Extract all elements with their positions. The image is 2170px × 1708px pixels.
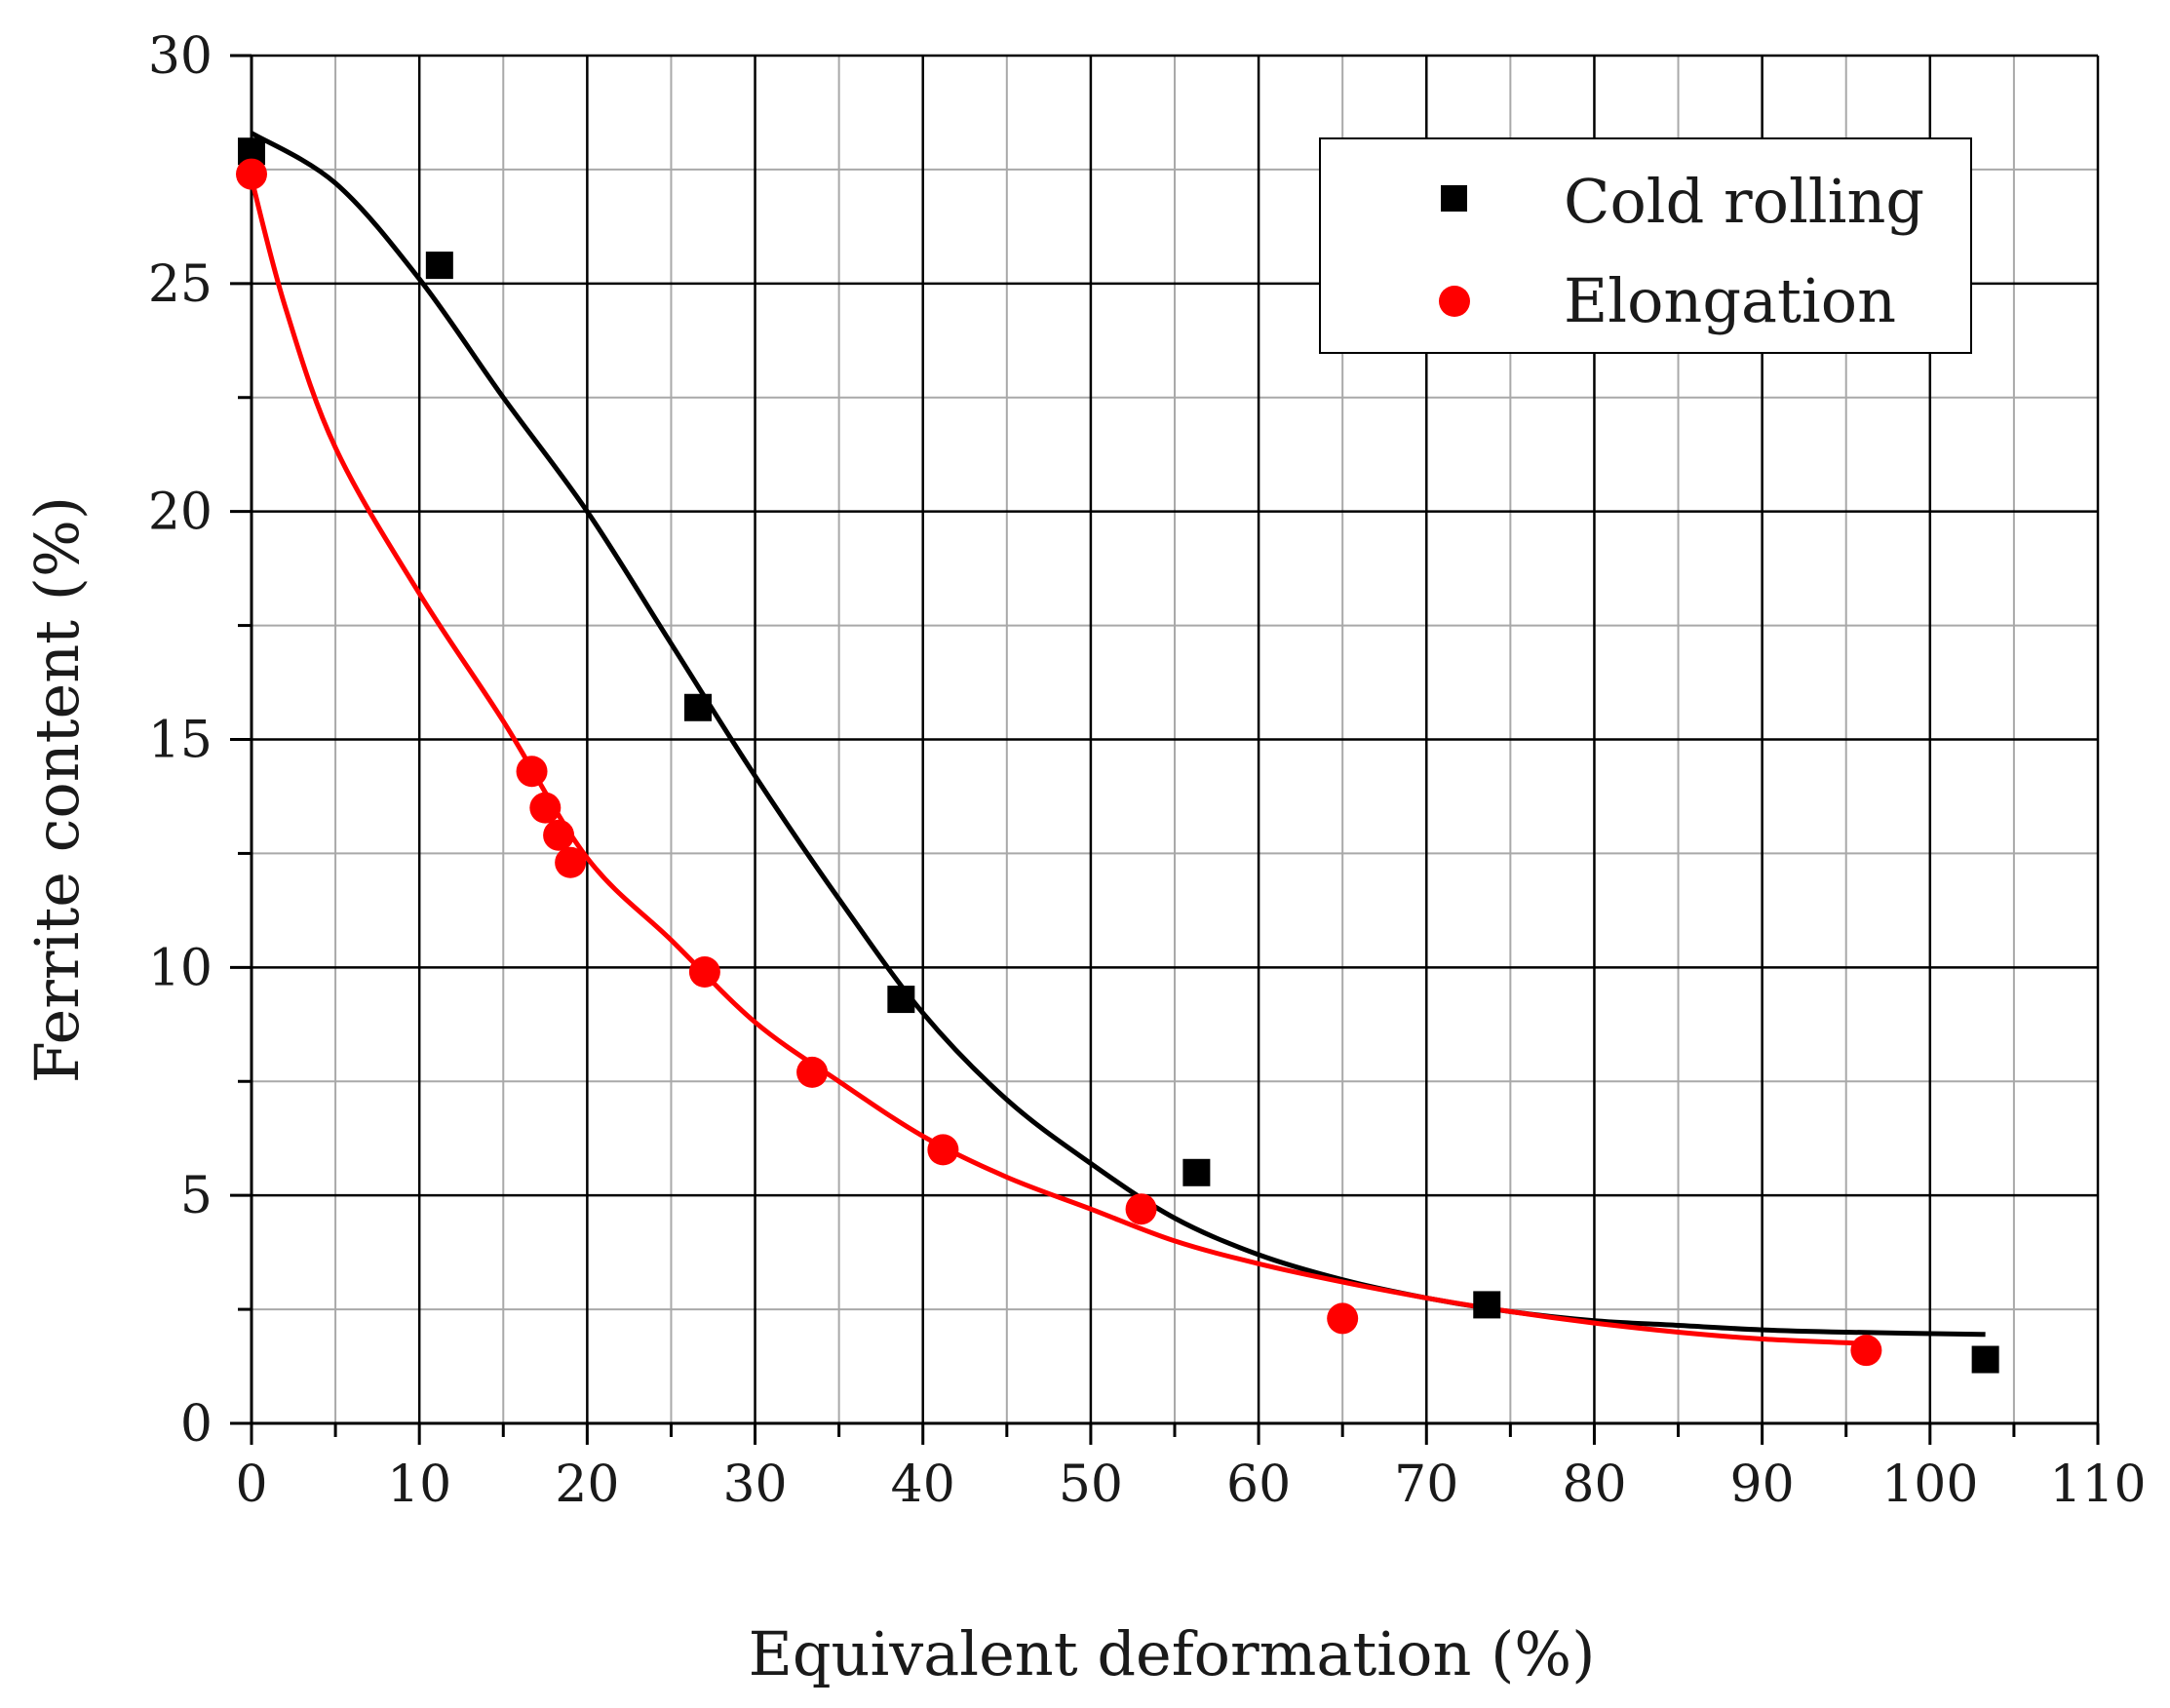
x-tick-label: 10: [387, 1456, 451, 1514]
elongation-point: [796, 1056, 829, 1088]
x-tick-label: 100: [1881, 1456, 1978, 1514]
legend-box: [1319, 137, 1972, 354]
x-tick-label: 20: [555, 1456, 619, 1514]
elongation-point: [529, 792, 562, 824]
x-tick-label: 70: [1394, 1456, 1458, 1514]
x-tick-label: 30: [722, 1456, 787, 1514]
x-tick-label: 110: [2049, 1456, 2146, 1514]
cold-rolling-point: [1182, 1158, 1211, 1186]
elongation-point: [555, 846, 587, 878]
cold-rolling-point: [684, 693, 713, 721]
cold-rolling-point: [887, 986, 915, 1014]
elongation-point: [236, 158, 267, 190]
cold-rolling-point: [1971, 1345, 1999, 1374]
y-tick-label: 5: [180, 1167, 213, 1225]
grid: [252, 54, 2100, 1423]
y-tick-label: 20: [148, 484, 213, 542]
cold-rolling-fit-curve: [250, 131, 1986, 1338]
x-tick-label: 80: [1562, 1456, 1626, 1514]
x-tick-label: 50: [1059, 1456, 1123, 1514]
y-tick-label: 10: [148, 939, 213, 997]
y-tick-label: 30: [148, 27, 213, 86]
legend-cold-rolling-label: Cold rolling: [1564, 166, 1924, 237]
data-points: [236, 137, 1999, 1374]
elongation-point: [927, 1134, 959, 1166]
elongation-point: [1850, 1335, 1882, 1367]
elongation-point: [1327, 1302, 1359, 1335]
y-tick-label: 15: [148, 712, 213, 770]
x-tick-label: 90: [1730, 1456, 1795, 1514]
legend: Cold rolling Elongation: [1319, 137, 1972, 354]
x-tick-label: 60: [1226, 1456, 1291, 1514]
x-tick-label: 40: [891, 1456, 955, 1514]
x-axis-title: Equivalent deformation (%): [749, 1618, 1596, 1689]
elongation-point: [1125, 1193, 1157, 1225]
elongation-point: [516, 756, 548, 788]
elongation-point: [543, 819, 575, 851]
x-tick-label: 0: [235, 1456, 267, 1514]
cold-rolling-point: [1473, 1291, 1501, 1319]
legend-elongation-marker: [1439, 286, 1470, 317]
y-tick-label: 25: [148, 255, 213, 314]
axes: [230, 54, 2100, 1445]
y-tick-label: 0: [180, 1395, 213, 1454]
tick-labels: 0 10 20 30 40 50 60 70 80 90 100 110 0 5 10 15 20 25 30: [148, 27, 2147, 1514]
legend-elongation-label: Elongation: [1564, 265, 1896, 336]
elongation-point: [688, 956, 720, 989]
y-axis-title: Ferrite content (%): [21, 496, 93, 1083]
cold-rolling-point: [425, 252, 453, 280]
legend-cold-rolling-marker: [1441, 185, 1467, 212]
